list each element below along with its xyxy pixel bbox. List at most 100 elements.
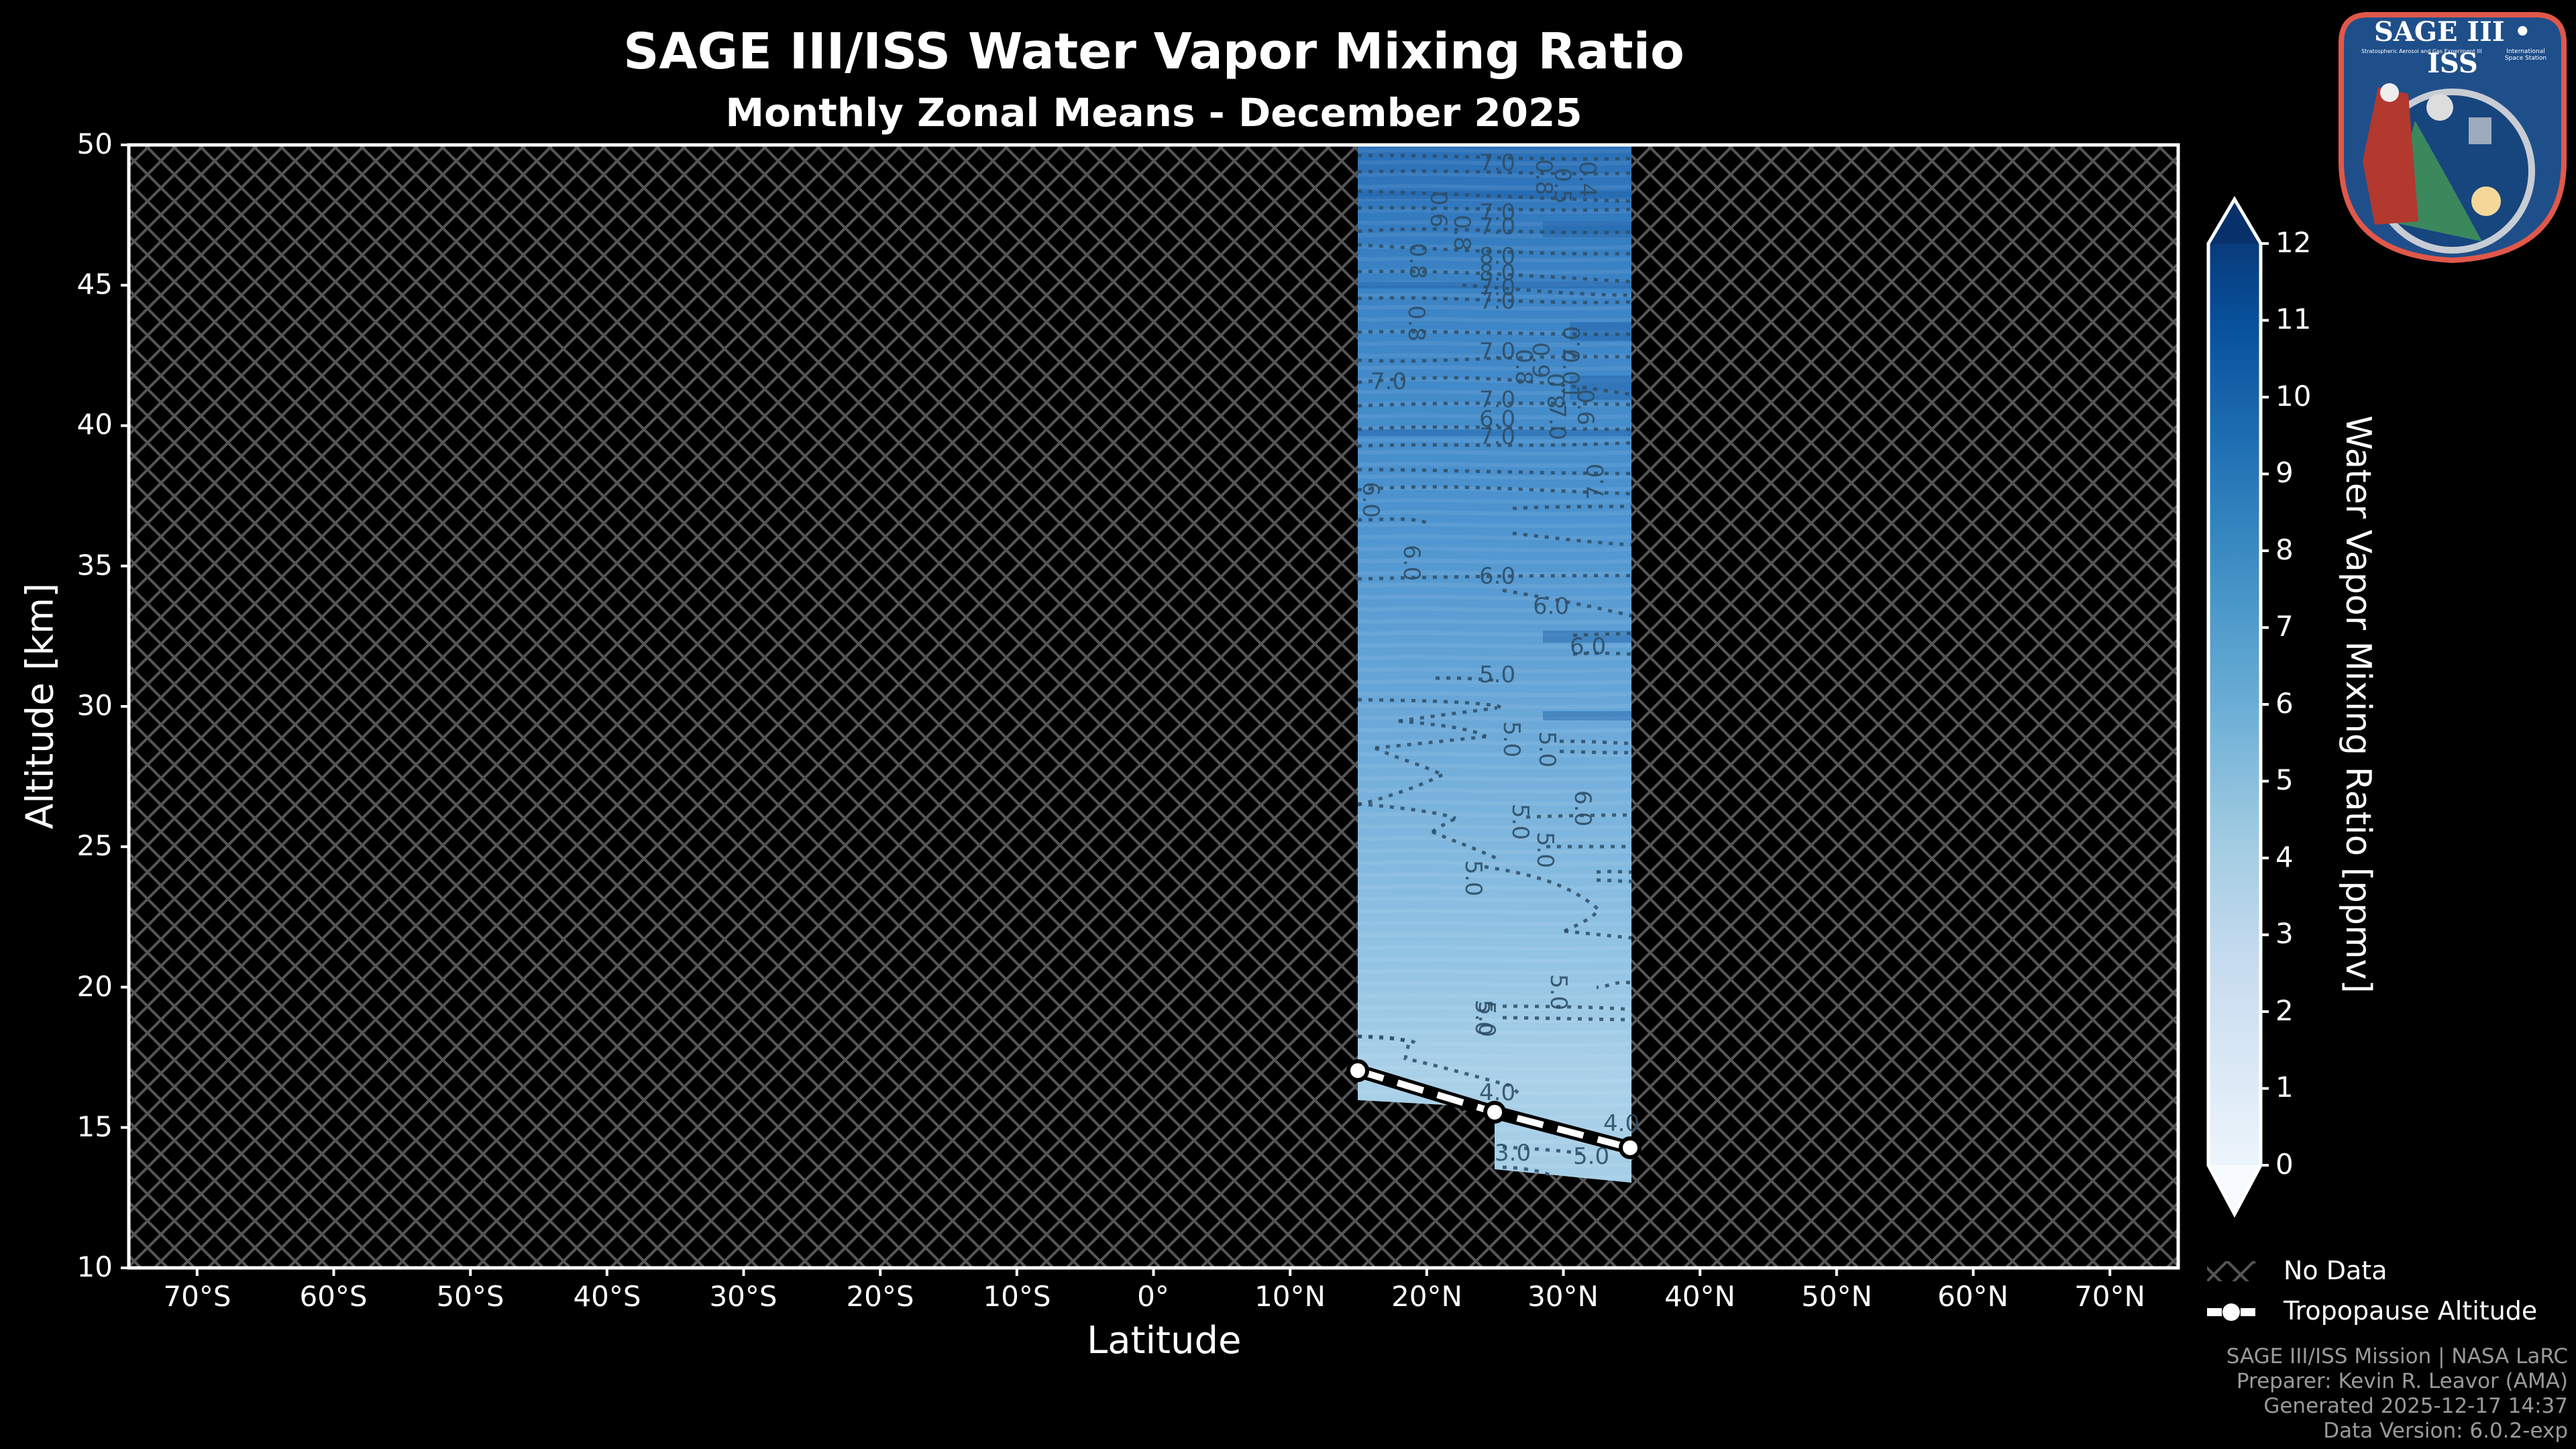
- y-tick-label: 15: [76, 1110, 113, 1143]
- x-tick-label: 20°S: [846, 1280, 914, 1313]
- svg-text:5.0: 5.0: [1479, 661, 1515, 688]
- y-tick-label: 10: [76, 1250, 113, 1283]
- svg-text:0.8: 0.8: [1510, 349, 1537, 385]
- svg-text:5.0: 5.0: [1545, 974, 1572, 1010]
- logo-subtitle-right: International Space Station: [2504, 48, 2547, 62]
- logo-title: SAGE III • ISS: [2373, 16, 2532, 79]
- svg-text:6.0: 6.0: [1357, 482, 1384, 518]
- x-tick-label: 50°S: [436, 1280, 504, 1313]
- svg-text:7.0: 7.0: [1479, 423, 1515, 450]
- footer-generated: Generated 2025-12-17 14:37: [2263, 1394, 2568, 1418]
- legend-label-no-data: No Data: [2284, 1256, 2387, 1285]
- data-field: 7.0 7.0 7.0 8.0 8.0 7.0 7.0 7.0 7.0 7.0 …: [1346, 145, 1642, 1183]
- contour-lines: [1357, 154, 1632, 1177]
- svg-text:0.6: 0.6: [1425, 191, 1452, 227]
- y-tick-label: 50: [76, 127, 113, 160]
- colorbar-tick-label: 1: [2275, 1071, 2294, 1104]
- svg-text:5.0: 5.0: [1534, 731, 1560, 767]
- svg-text:7.0: 7.0: [1479, 274, 1515, 301]
- svg-text:6.0: 6.0: [1479, 406, 1515, 433]
- x-tick-label: 0°: [1137, 1280, 1169, 1313]
- y-tick-label: 40: [76, 408, 113, 441]
- svg-text:5.0: 5.0: [1507, 804, 1534, 840]
- colorbar-tick-label: 8: [2275, 533, 2294, 566]
- svg-text:0.8: 0.8: [1448, 215, 1475, 251]
- svg-text:0.8: 0.8: [1530, 159, 1557, 195]
- svg-text:4.0: 4.0: [1603, 1110, 1640, 1137]
- colorbar-tick-label: 4: [2275, 841, 2294, 873]
- y-axis-label: Altitude [km]: [18, 582, 62, 830]
- svg-text:0.01: 0.01: [1557, 349, 1584, 400]
- svg-text:7.0: 7.0: [1544, 404, 1570, 440]
- x-tick-label: 40°S: [573, 1280, 641, 1313]
- tropopause-line: [1346, 1059, 1642, 1159]
- x-tick-label: 70°S: [163, 1280, 231, 1313]
- y-tick-label: 30: [76, 689, 113, 722]
- colorbar-tick-label: 6: [2275, 687, 2294, 720]
- colorbar-tick-label: 3: [2275, 917, 2294, 950]
- x-tick-label: 20°N: [1391, 1280, 1462, 1313]
- x-tick-label: 30°N: [1527, 1280, 1599, 1313]
- no-data-hatch: [129, 145, 2178, 1268]
- footer-credits: SAGE III/ISS Mission | NASA LaRC Prepare…: [2031, 1344, 2568, 1444]
- svg-text:0.6: 0.6: [1572, 389, 1599, 425]
- y-tick-label: 35: [76, 549, 113, 582]
- chart-subtitle: Monthly Zonal Means - December 2025: [725, 90, 1582, 136]
- svg-text:0.9: 0.9: [1527, 342, 1554, 378]
- colorbar-tick-label: 2: [2275, 994, 2294, 1027]
- x-tick-label: 60°S: [299, 1280, 368, 1313]
- tropopause-point-25n: [1483, 1101, 1506, 1124]
- chart-title: SAGE III/ISS Water Vapor Mixing Ratio: [623, 23, 1684, 80]
- svg-text:5.0: 5.0: [1470, 1000, 1497, 1036]
- colorbar-tick-label: 10: [2275, 380, 2312, 413]
- x-tick-marks: [195, 1268, 2112, 1276]
- svg-text:7.0: 7.0: [1559, 326, 1586, 362]
- y-tick-label: 25: [76, 829, 113, 862]
- svg-text:7.0: 7.0: [1479, 199, 1515, 226]
- svg-text:6.0: 6.0: [1479, 563, 1515, 590]
- svg-text:8.0: 8.0: [1544, 373, 1570, 409]
- colorbar-tick-label: 0: [2275, 1148, 2294, 1181]
- y-tick-label: 45: [76, 268, 113, 301]
- colorbar-tick-label: 7: [2275, 610, 2294, 643]
- svg-text:0.5: 0.5: [1549, 168, 1576, 204]
- legend-tropopause-symbol: [2207, 1303, 2255, 1321]
- tropopause-point-35n: [1619, 1136, 1642, 1159]
- logo-subtitle-left: Stratospheric Aerosol and Gas Experiment…: [2361, 48, 2482, 54]
- colorbar-tick-label: 5: [2275, 763, 2294, 796]
- svg-text:0.4: 0.4: [1574, 161, 1601, 197]
- svg-text:7.0: 7.0: [1479, 213, 1515, 240]
- footer-data-version: Data Version: 6.0.2-exp: [2323, 1419, 2568, 1443]
- svg-text:8.0: 8.0: [1479, 260, 1515, 286]
- x-tick-label: 10°N: [1254, 1280, 1326, 1313]
- svg-text:7.0: 7.0: [1479, 338, 1515, 365]
- svg-text:8.0: 8.0: [1479, 243, 1515, 270]
- svg-text:3.0: 3.0: [1495, 1140, 1531, 1167]
- legend-label-tropopause: Tropopause Altitude: [2284, 1296, 2538, 1326]
- colorbar-tick-label: 11: [2275, 303, 2312, 335]
- svg-text:7.0: 7.0: [1371, 368, 1407, 395]
- svg-text:6.0: 6.0: [1533, 593, 1569, 620]
- svg-text:0.8: 0.8: [1403, 305, 1430, 341]
- x-axis-label: Latitude: [1087, 1319, 1242, 1362]
- colorbar: [2206, 196, 2269, 1218]
- x-tick-label: 40°N: [1664, 1280, 1735, 1313]
- svg-text:6.0: 6.0: [1569, 790, 1596, 826]
- sage-iii-iss-logo: [2339, 12, 2567, 264]
- svg-text:5.0: 5.0: [1460, 860, 1487, 896]
- svg-text:7.0: 7.0: [1479, 150, 1515, 176]
- colorbar-tick-label: 12: [2275, 226, 2312, 259]
- x-tick-label: 30°S: [709, 1280, 777, 1313]
- svg-text:0.8: 0.8: [1404, 243, 1431, 279]
- x-tick-label: 60°N: [1937, 1280, 2008, 1313]
- colorbar-tick-label: 9: [2275, 456, 2294, 489]
- svg-text:5.0: 5.0: [1532, 832, 1558, 868]
- y-tick-label: 20: [76, 970, 113, 1003]
- svg-text:7.0: 7.0: [1479, 288, 1515, 315]
- svg-text:6.0: 6.0: [1398, 545, 1425, 581]
- x-tick-label: 70°N: [2074, 1280, 2145, 1313]
- footer-preparer: Preparer: Kevin R. Leavor (AMA): [2236, 1369, 2568, 1393]
- x-tick-label: 50°N: [1801, 1280, 1872, 1313]
- svg-text:7.0: 7.0: [1582, 464, 1609, 500]
